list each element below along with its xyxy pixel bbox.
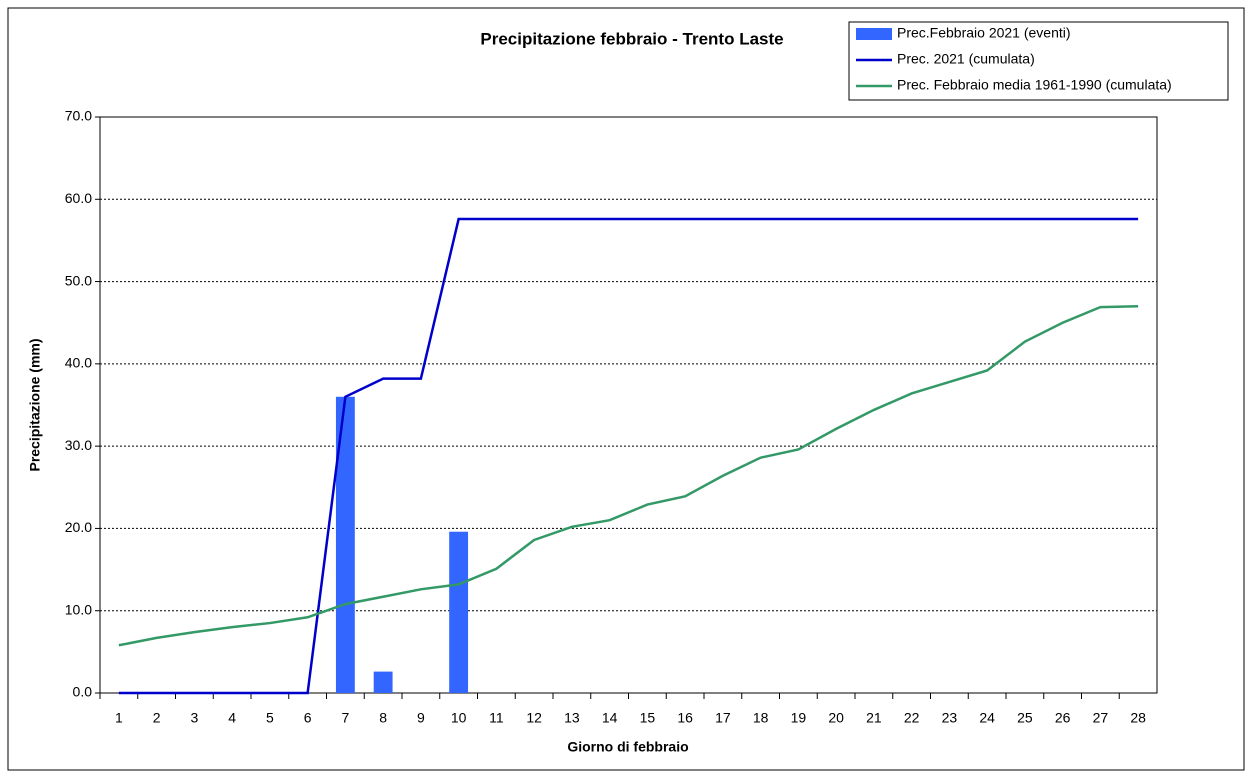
x-tick-label: 13	[564, 710, 580, 726]
legend	[848, 21, 1229, 101]
x-tick-label: 23	[942, 710, 958, 726]
y-axis-label: Precipitazione (mm)	[27, 338, 43, 471]
x-tick-label: 11	[489, 710, 504, 726]
y-tick-label: 10.0	[65, 601, 92, 617]
x-tick-label: 7	[341, 710, 349, 726]
line	[118, 305, 1139, 647]
y-tick-label: 30.0	[65, 437, 92, 453]
x-tick-label: 5	[266, 710, 274, 726]
legend-label: Prec.Febbraio 2021 (eventi)	[897, 25, 1071, 41]
bar	[335, 396, 355, 693]
y-tick-label: 40.0	[65, 355, 92, 371]
x-tick-label: 20	[828, 710, 844, 726]
x-tick-label: 3	[190, 710, 198, 726]
x-tick-label: 17	[715, 710, 731, 726]
y-tick-label: 20.0	[65, 519, 92, 535]
x-tick-label: 6	[304, 710, 312, 726]
legend-label: Prec. Febbraio media 1961-1990 (cumulata…	[897, 77, 1172, 93]
x-tick-label: 28	[1130, 710, 1146, 726]
x-tick-label: 21	[866, 710, 882, 726]
bar	[449, 531, 469, 693]
x-tick-label: 26	[1055, 710, 1071, 726]
x-tick-label: 27	[1093, 710, 1109, 726]
legend-swatch	[856, 28, 892, 40]
x-tick-label: 24	[979, 710, 995, 726]
y-tick-label: 70.0	[65, 108, 92, 124]
bar	[373, 671, 393, 693]
x-tick-label: 25	[1017, 710, 1033, 726]
y-tick-label: 50.0	[65, 272, 92, 288]
line	[118, 217, 1139, 695]
x-tick-label: 2	[153, 710, 161, 726]
x-tick-label: 18	[753, 710, 769, 726]
x-axis-label: Giorno di febbraio	[567, 739, 688, 755]
x-tick-label: 12	[526, 710, 542, 726]
x-tick-label: 16	[677, 710, 693, 726]
x-tick-label: 14	[602, 710, 618, 726]
x-tick-label: 22	[904, 710, 920, 726]
chart-border	[7, 7, 1245, 771]
chart-title: Precipitazione febbraio - Trento Laste	[480, 29, 783, 48]
legend-label: Prec. 2021 (cumulata)	[897, 51, 1035, 67]
x-tick-label: 19	[791, 710, 807, 726]
x-tick-label: 15	[640, 710, 656, 726]
x-tick-label: 8	[379, 710, 387, 726]
x-tick-label: 1	[115, 710, 123, 726]
x-tick-label: 4	[228, 710, 236, 726]
x-tick-label: 10	[451, 710, 467, 726]
x-tick-label: 9	[417, 710, 425, 726]
y-tick-label: 60.0	[65, 190, 92, 206]
y-tick-label: 0.0	[73, 684, 93, 700]
